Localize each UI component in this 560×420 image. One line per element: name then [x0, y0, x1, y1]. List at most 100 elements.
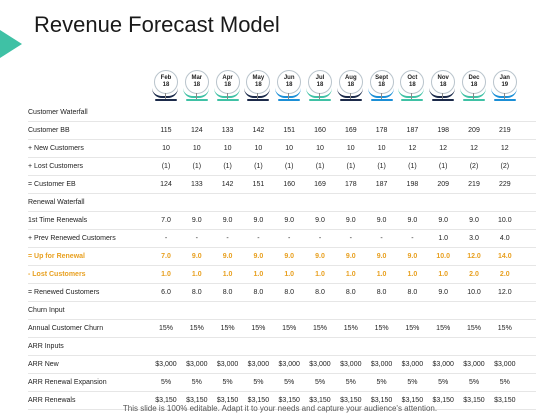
- month-badge: Mar 18: [184, 70, 209, 94]
- month-badge: Feb 18: [154, 70, 178, 94]
- table-cell: 2.0: [469, 271, 479, 278]
- table-cell: $3,150: [401, 397, 424, 404]
- table-cell: 9.0: [222, 253, 233, 260]
- table-cell: $3,150: [186, 397, 208, 404]
- table-cell: 5%: [376, 379, 387, 386]
- table-cell: 9.0: [438, 217, 449, 224]
- month-name: Aug: [344, 75, 357, 81]
- table-cell: -: [318, 235, 322, 242]
- table-cell: $3,150: [432, 397, 454, 404]
- table-cell: (1): [254, 163, 263, 170]
- table-cell: 178: [375, 127, 388, 134]
- month-badge: Aug 18: [338, 70, 363, 94]
- table-cell: 219: [498, 127, 511, 134]
- month-header-row: Feb 18 Mar 18 Apr 18 May 18 Jun 18 Jul 18 Aug 18 Sept 1…: [0, 70, 560, 104]
- table-row: = Customer EB 124 133 142 151 160 169 178 187 198…: [28, 176, 536, 194]
- table-cell: 12: [470, 145, 478, 152]
- row-label: ARR Inputs: [28, 343, 64, 350]
- table-cell: (1): [223, 163, 232, 170]
- table-cell: 9.0: [345, 253, 356, 260]
- table-cell: 8.0: [191, 289, 202, 296]
- table-cell: 9.0: [345, 217, 356, 224]
- forecast-table: Customer Waterfall Customer BB 115 124 133 14…: [28, 104, 536, 410]
- table-cell: 3.0: [469, 235, 479, 242]
- table-cell: 14.0: [497, 253, 512, 260]
- table-cell: 8.0: [222, 289, 233, 296]
- table-cell: 10: [192, 145, 201, 152]
- month-year: 18: [224, 82, 231, 88]
- table-cell: 9.0: [253, 217, 264, 224]
- table-row: ARR Inputs: [28, 338, 536, 356]
- table-cell: 9.0: [376, 217, 387, 224]
- month-icon: Mar 18: [182, 70, 210, 104]
- month-base: [278, 99, 301, 101]
- month-icon: Apr 18: [213, 70, 241, 104]
- table-cell: 10.0: [467, 289, 481, 296]
- table-cell: 9.0: [315, 217, 325, 224]
- table-cell: -: [411, 235, 414, 242]
- table-cell: 124: [160, 181, 172, 188]
- table-cell: 15%: [189, 325, 204, 332]
- table-cell: 7.0: [161, 253, 171, 260]
- month-badge: Oct 18: [400, 70, 425, 94]
- month-name: Sept: [375, 75, 389, 81]
- month-base: [401, 99, 424, 101]
- table-row: = Up for Renewal 7.0 9.0 9.0 9.0 9.0 9.0 9.0 9.0…: [28, 248, 536, 266]
- month-base: [493, 99, 516, 101]
- row-label: - Lost Customers: [28, 271, 86, 278]
- month-year: 18: [470, 82, 478, 88]
- table-cell: $3,000: [309, 361, 331, 368]
- table-cell: $3,000: [247, 361, 270, 368]
- table-cell: 12.0: [467, 253, 481, 260]
- table-cell: $3,150: [340, 397, 362, 404]
- month-name: Mar: [191, 75, 203, 81]
- table-cell: 9.0: [469, 217, 479, 224]
- month-year: 19: [501, 82, 509, 88]
- month-icon: Feb 18: [152, 70, 179, 104]
- month-base: [339, 99, 362, 101]
- table-row: Annual Customer Churn 15% 15% 15% 15% 15% 15% 1…: [28, 320, 536, 338]
- table-cell: 6.0: [161, 289, 171, 296]
- row-label: ARR Renewal Expansion: [28, 379, 107, 386]
- month-year: 18: [409, 82, 416, 88]
- table-cell: 9.0: [315, 253, 325, 260]
- month-icon: May 18: [244, 70, 271, 104]
- month-stand: [226, 93, 228, 99]
- table-cell: 12.0: [497, 289, 512, 296]
- table-cell: 5%: [438, 379, 449, 386]
- table-cell: 1.0: [191, 271, 202, 278]
- month-badge: Jan 19: [492, 70, 517, 94]
- table-cell: 15%: [374, 325, 389, 332]
- table-cell: $3,000: [494, 361, 516, 368]
- month-icon: Jan 19: [490, 70, 518, 104]
- table-cell: 169: [344, 127, 357, 134]
- table-cell: 5%: [314, 379, 326, 386]
- table-cell: 209: [437, 181, 450, 188]
- table-cell: $3,150: [247, 397, 270, 404]
- table-cell: 9.0: [284, 217, 295, 224]
- month-stand: [380, 93, 382, 99]
- table-cell: 5%: [499, 379, 510, 386]
- table-cell: 5%: [468, 379, 480, 386]
- table-cell: 10: [346, 145, 355, 152]
- month-year: 18: [439, 82, 447, 88]
- table-cell: $3,000: [186, 361, 208, 368]
- month-name: Jul: [315, 75, 325, 81]
- month-stand: [165, 93, 166, 99]
- table-cell: 9.0: [376, 253, 387, 260]
- month-name: Apr: [222, 75, 233, 81]
- table-row: ARR New $3,000 $3,000 $3,000 $3,000 $3,000 $3,…: [28, 356, 536, 374]
- table-cell: 9.0: [253, 253, 264, 260]
- month-icon: Dec 18: [460, 70, 487, 104]
- month-base: [247, 99, 270, 101]
- row-label: = Up for Renewal: [28, 253, 85, 260]
- table-cell: 9.0: [407, 253, 418, 260]
- table-cell: 142: [252, 127, 265, 134]
- table-cell: 12: [500, 145, 509, 152]
- table-cell: 115: [160, 127, 172, 134]
- month-name: May: [252, 75, 265, 81]
- accent-triangle: [0, 30, 22, 58]
- table-cell: (1): [377, 163, 386, 170]
- table-cell: 1.0: [284, 271, 295, 278]
- month-base: [370, 99, 393, 101]
